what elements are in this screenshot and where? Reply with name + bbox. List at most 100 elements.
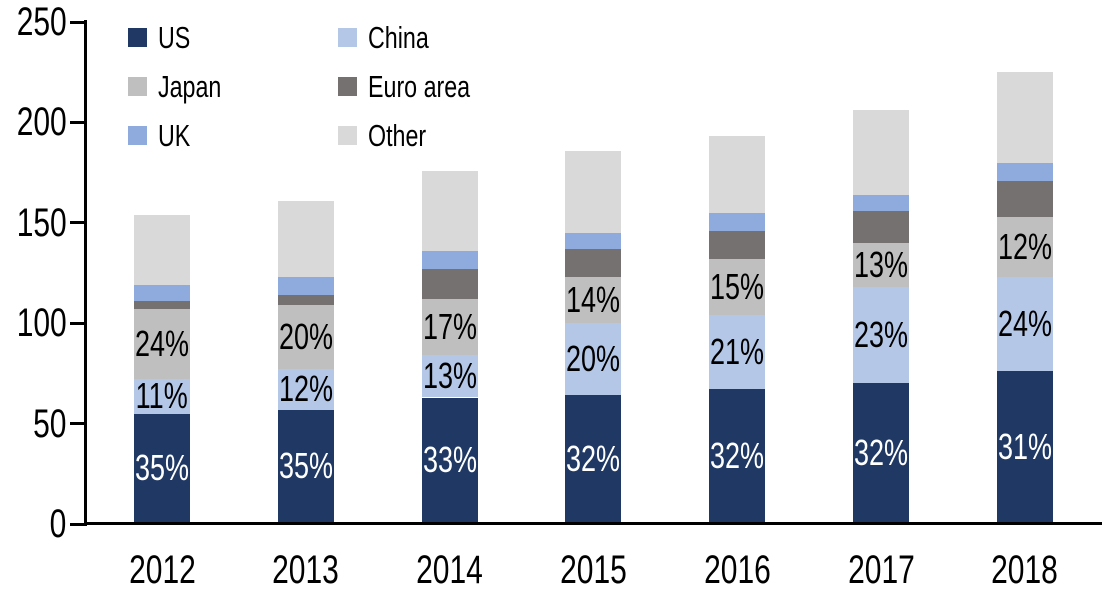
bar-segment-euro-area-2014	[421, 268, 478, 300]
segment-percent-label: 17%	[422, 306, 477, 348]
segment-percent-label: 14%	[566, 279, 621, 321]
y-tick-label-text: 0	[49, 502, 66, 546]
bar-segment-euro-area-2018	[996, 180, 1053, 217]
legend-item-us: US	[128, 13, 338, 62]
bar-segment-us-2012: 35%	[134, 413, 190, 522]
bar-segment-us-2013: 35%	[277, 409, 334, 522]
bar-segment-euro-area-2017	[853, 210, 909, 243]
legend-item-japan: Japan	[128, 62, 338, 111]
bar-segment-uk-2017	[853, 194, 909, 211]
bar-segment-china-2012: 11%	[134, 378, 190, 414]
legend-item-uk: UK	[128, 111, 338, 160]
y-tick-mark	[70, 120, 84, 124]
bar-segment-us-2016: 32%	[709, 389, 766, 522]
x-axis-label-2016: 2016	[667, 550, 807, 590]
legend-label: China	[368, 20, 429, 55]
segment-percent-label-wrap: 32%	[557, 440, 629, 477]
bar-segment-japan-2013: 20%	[277, 305, 334, 370]
y-tick-mark	[70, 422, 84, 426]
bar-segment-us-2018: 31%	[996, 371, 1053, 522]
y-tick-label-text: 100	[16, 301, 67, 346]
y-tick-mark	[70, 321, 84, 325]
y-tick-label-text: 150	[16, 200, 67, 245]
legend-item-china: China	[338, 13, 638, 62]
segment-percent-label: 35%	[278, 444, 333, 486]
y-tick-mark	[70, 20, 84, 24]
legend-label: Euro area	[368, 69, 471, 104]
bar-segment-uk-2012	[134, 285, 190, 302]
x-axis-label-2018: 2018	[955, 550, 1095, 590]
segment-percent-label: 21%	[710, 331, 765, 373]
x-axis-label-text: 2017	[847, 548, 915, 592]
x-axis-label-2015: 2015	[523, 550, 663, 590]
bar-segment-euro-area-2015	[565, 248, 622, 278]
y-tick-mark	[70, 522, 84, 526]
legend-swatch-icon	[128, 28, 147, 47]
legend-swatch-icon	[338, 77, 357, 96]
y-tick-label-text: 250	[16, 0, 67, 44]
bar-segment-japan-2017: 13%	[853, 242, 909, 288]
x-axis-label-text: 2013	[272, 548, 340, 592]
bar-segment-uk-2018	[996, 162, 1053, 181]
bar-segment-other-2013	[277, 200, 334, 278]
segment-percent-label: 12%	[278, 368, 333, 410]
segment-percent-label-wrap: 23%	[845, 317, 917, 353]
segment-percent-label-wrap: 15%	[701, 269, 773, 305]
y-tick-label: 150	[0, 200, 67, 245]
segment-percent-label-wrap: 20%	[557, 341, 629, 377]
bar-segment-euro-area-2013	[277, 295, 334, 306]
bar-segment-other-2015	[565, 150, 622, 233]
segment-percent-label-wrap: 24%	[126, 326, 198, 362]
segment-percent-label-wrap: 35%	[126, 446, 198, 488]
segment-percent-label: 13%	[853, 243, 909, 285]
bar-segment-japan-2014: 17%	[421, 299, 478, 356]
segment-percent-label: 24%	[134, 323, 190, 365]
legend-label: Japan	[158, 69, 222, 104]
x-axis-label-2013: 2013	[236, 550, 376, 590]
bar-segment-other-2014	[421, 170, 478, 251]
bar-segment-china-2014: 13%	[421, 355, 478, 398]
x-axis-label-text: 2018	[991, 548, 1059, 592]
x-axis-label-text: 2014	[416, 548, 483, 592]
legend-swatch-icon	[128, 77, 147, 96]
bar-segment-other-2017	[853, 110, 909, 195]
y-tick-label: 50	[0, 404, 66, 444]
bar-segment-uk-2013	[277, 277, 334, 296]
y-tick-label: 100	[0, 301, 67, 346]
x-axis-label-text: 2015	[560, 548, 627, 592]
segment-percent-label: 33%	[422, 438, 477, 480]
y-tick-label-text: 200	[16, 100, 67, 145]
x-axis-label-2012: 2012	[92, 550, 232, 590]
segment-percent-label: 11%	[135, 375, 189, 417]
bar-segment-other-2018	[996, 72, 1053, 163]
segment-percent-label-wrap: 31%	[989, 428, 1061, 465]
legend-item-other: Other	[338, 111, 638, 160]
segment-percent-label: 20%	[566, 338, 621, 380]
segment-percent-label: 15%	[710, 266, 765, 308]
y-tick-label: 0	[0, 504, 66, 544]
y-tick-label-text: 50	[32, 401, 66, 446]
segment-percent-label-wrap: 12%	[270, 371, 342, 407]
segment-percent-label-wrap: 35%	[270, 444, 342, 486]
segment-percent-label: 35%	[134, 446, 190, 488]
segment-percent-label: 32%	[710, 434, 765, 476]
legend-label: UK	[158, 118, 191, 153]
bar-segment-us-2015: 32%	[565, 395, 622, 522]
bar-segment-china-2016: 21%	[709, 315, 766, 390]
legend-label: Other	[368, 118, 427, 153]
bar-segment-china-2015: 20%	[565, 323, 622, 396]
bar-segment-other-2016	[709, 136, 766, 213]
segment-percent-label: 24%	[997, 303, 1052, 345]
segment-percent-label: 32%	[853, 431, 909, 473]
legend-swatch-icon	[338, 28, 357, 47]
x-axis-line	[84, 522, 1102, 525]
segment-percent-label-wrap: 11%	[127, 378, 196, 414]
x-axis-label-text: 2016	[703, 548, 771, 592]
y-axis-line	[84, 20, 87, 526]
segment-percent-label-wrap: 21%	[701, 334, 773, 370]
segment-percent-label-wrap: 24%	[989, 306, 1061, 342]
segment-percent-label-wrap: 13%	[414, 358, 486, 394]
segment-percent-label: 12%	[997, 225, 1052, 267]
legend-item-euro-area: Euro area	[338, 62, 638, 111]
